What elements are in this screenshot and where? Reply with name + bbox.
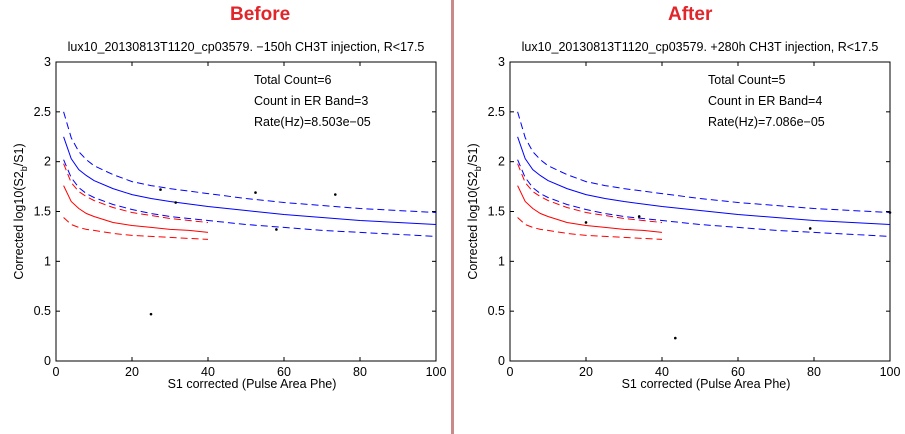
x-tick-label: 100	[880, 365, 901, 379]
x-tick-label: 20	[125, 365, 139, 379]
er-band-dashed-line	[63, 111, 437, 213]
data-point	[159, 188, 162, 191]
x-axis-label: S1 corrected (Pulse Area Phe)	[168, 377, 337, 391]
y-tick-label: 3	[498, 55, 505, 69]
x-tick-label: 60	[731, 365, 745, 379]
nr-band-solid-line	[63, 185, 209, 233]
y-tick-label: 3	[44, 55, 51, 69]
chart-before: lux10_20130813T1120_cp03579. −150h CH3T …	[12, 40, 447, 391]
er-band-solid-line	[63, 136, 437, 225]
x-tick-label: 80	[807, 365, 821, 379]
annotation-text: Rate(Hz)=7.086e−05	[708, 115, 825, 129]
y-tick-label: 1.5	[488, 205, 505, 219]
nr-band-dashed-line	[517, 163, 663, 223]
data-point	[808, 227, 812, 230]
x-tick-label: 60	[277, 365, 291, 379]
er-band-solid-line	[517, 136, 891, 225]
chart-title: lux10_20130813T1120_cp03579. −150h CH3T …	[68, 40, 425, 54]
x-tick-label: 0	[53, 365, 60, 379]
y-tick-label: 1	[498, 254, 505, 268]
nr-band-solid-line	[517, 185, 663, 233]
chart-title: lux10_20130813T1120_cp03579. +280h CH3T …	[522, 40, 879, 54]
x-tick-label: 40	[201, 365, 215, 379]
y-axis-label: Corrected log10(S2b/S1)	[12, 143, 29, 279]
annotation-text: Rate(Hz)=8.503e−05	[254, 115, 371, 129]
annotation-text: Count in ER Band=3	[254, 94, 368, 108]
x-tick-label: 80	[353, 365, 367, 379]
data-point	[174, 201, 177, 204]
annotation-text: Total Count=5	[708, 73, 786, 87]
y-tick-label: 2.5	[488, 105, 505, 119]
x-tick-label: 0	[507, 365, 514, 379]
y-tick-label: 0.5	[488, 304, 505, 318]
nr-band-dashed-line	[63, 163, 209, 223]
er-band-dashed-line	[517, 111, 891, 213]
y-tick-label: 2	[498, 155, 505, 169]
nr-band-dashed-line	[63, 217, 209, 240]
y-tick-label: 2	[44, 155, 51, 169]
data-point	[584, 221, 588, 224]
x-axis-label: S1 corrected (Pulse Area Phe)	[622, 377, 791, 391]
data-point	[275, 228, 278, 231]
annotation-text: Total Count=6	[254, 73, 332, 87]
panel-divider	[451, 0, 454, 434]
annotation-text: Count in ER Band=4	[708, 94, 822, 108]
y-tick-label: 2.5	[34, 105, 51, 119]
y-tick-label: 0	[498, 354, 505, 368]
x-tick-label: 20	[579, 365, 593, 379]
data-point	[254, 191, 257, 194]
plot-area	[509, 61, 891, 362]
data-point	[674, 336, 677, 340]
x-tick-label: 100	[426, 365, 447, 379]
chart-after: lux10_20130813T1120_cp03579. +280h CH3T …	[466, 40, 901, 391]
nr-band-dashed-line	[517, 217, 663, 240]
y-tick-label: 1.5	[34, 205, 51, 219]
data-point	[888, 211, 892, 214]
after-heading: After	[668, 4, 713, 25]
data-point	[149, 312, 153, 316]
data-point	[637, 215, 641, 218]
before-heading: Before	[230, 4, 291, 25]
y-tick-label: 0.5	[34, 304, 51, 318]
y-tick-label: 0	[44, 354, 51, 368]
plot-area	[55, 61, 437, 362]
y-tick-label: 1	[44, 254, 51, 268]
data-point	[334, 193, 337, 196]
y-axis-label: Corrected log10(S2b/S1)	[466, 143, 483, 279]
er-band-dashed-line	[63, 159, 437, 237]
x-tick-label: 40	[655, 365, 669, 379]
er-band-dashed-line	[517, 159, 891, 237]
